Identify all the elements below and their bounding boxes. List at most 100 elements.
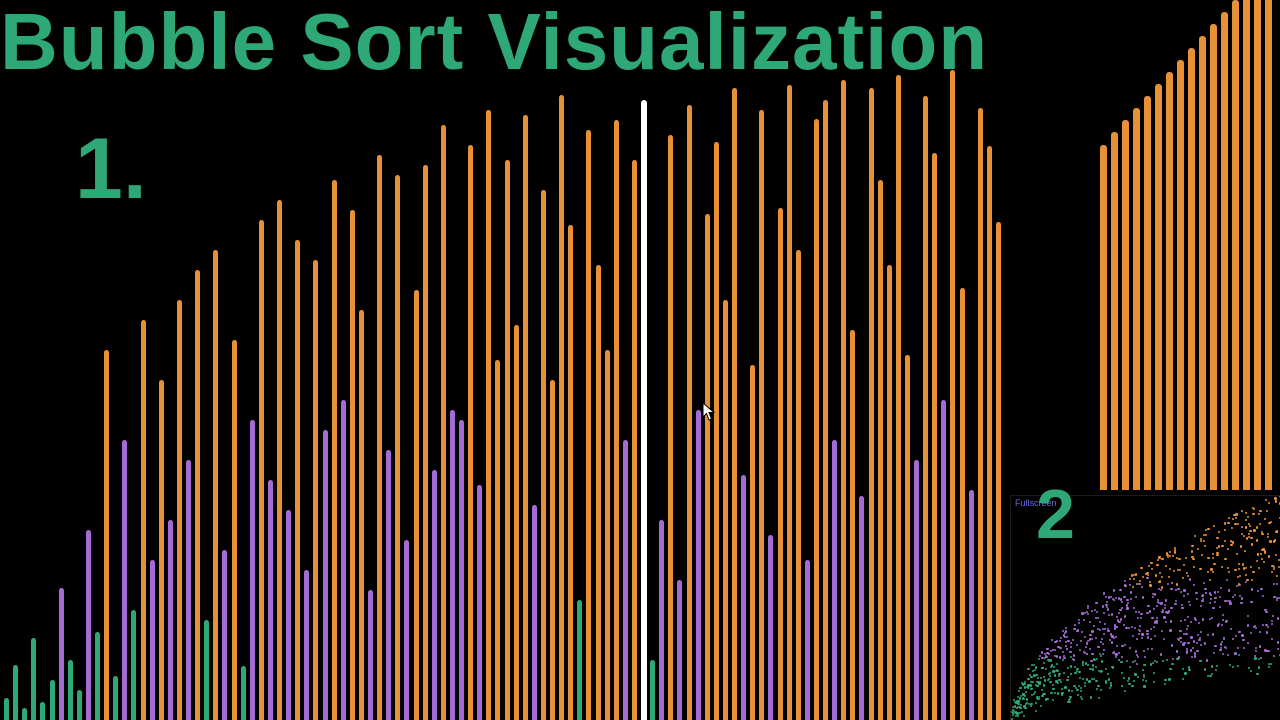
- scatter-dot: [1216, 537, 1218, 539]
- scatter-dot: [1143, 650, 1145, 652]
- scatter-dot: [1063, 672, 1065, 674]
- scatter-dot: [1126, 607, 1128, 609]
- scatter-dot: [1239, 575, 1241, 577]
- scatter-dot: [1121, 656, 1123, 658]
- scatter-dot: [1061, 688, 1063, 690]
- sort-bar: [741, 475, 746, 720]
- scatter-dot: [1256, 526, 1258, 528]
- scatter-dot: [1155, 574, 1157, 576]
- scatter-dot: [1255, 647, 1257, 649]
- scatter-dot: [1154, 635, 1156, 637]
- scatter-dot: [1267, 533, 1269, 535]
- scatter-dot: [1272, 615, 1274, 617]
- scatter-dot: [1150, 628, 1152, 630]
- scatter-dot: [1204, 545, 1206, 547]
- sort-bar: [268, 480, 273, 720]
- scatter-dot: [1151, 617, 1153, 619]
- scatter-dot: [1125, 585, 1127, 587]
- scatter-dot: [1210, 594, 1212, 596]
- scatter-dot: [1053, 666, 1055, 668]
- scatter-dot: [1080, 687, 1082, 689]
- scatter-dot: [1212, 633, 1214, 635]
- scatter-dot: [1232, 596, 1234, 598]
- scatter-dot: [1147, 574, 1149, 576]
- scatter-dot: [1147, 648, 1149, 650]
- sort-bar: [896, 75, 901, 720]
- scatter-dot: [1119, 609, 1121, 611]
- sort-bar: [350, 210, 355, 720]
- scatter-dot: [1175, 600, 1177, 602]
- sort-bar: [559, 95, 564, 720]
- scatter-dot: [1259, 510, 1261, 512]
- scatter-dot: [1236, 553, 1238, 555]
- scatter-dot: [1168, 678, 1170, 680]
- scatter-dot: [1232, 638, 1234, 640]
- scatter-dot: [1153, 626, 1155, 628]
- sort-bar: [705, 214, 710, 720]
- scatter-dot: [1069, 701, 1071, 703]
- sort-bar: [550, 380, 555, 720]
- scatter-dot: [1197, 548, 1199, 550]
- scatter-dot: [1165, 621, 1167, 623]
- sort-bar: [450, 410, 455, 720]
- scatter-dot: [1258, 666, 1260, 668]
- scatter-dot: [1060, 681, 1062, 683]
- scatter-dot: [1147, 636, 1149, 638]
- scatter-dot: [1093, 625, 1095, 627]
- scatter-dot: [1273, 583, 1275, 585]
- scatter-dot: [1089, 648, 1091, 650]
- scatter-dot: [1276, 599, 1278, 601]
- scatter-dot: [1190, 649, 1192, 651]
- scatter-dot: [1121, 607, 1123, 609]
- scatter-dot: [1035, 710, 1037, 712]
- visualization-stage: Bubble Sort Visualization 1. Fullscreen …: [0, 0, 1280, 720]
- scatter-dot: [1143, 685, 1145, 687]
- scatter-dot: [1268, 666, 1270, 668]
- scatter-dot: [1218, 545, 1220, 547]
- scatter-dot: [1097, 617, 1099, 619]
- scatter-dot: [1227, 654, 1229, 656]
- sort-bar: [286, 510, 291, 720]
- scatter-dot: [1189, 604, 1191, 606]
- sort-bar: [960, 288, 965, 720]
- scatter-dot: [1130, 591, 1132, 593]
- scatter-dot: [1150, 562, 1152, 564]
- scatter-dot: [1188, 669, 1190, 671]
- sort-bar: [168, 520, 173, 720]
- sort-bar: [605, 350, 610, 720]
- sort-bar: [987, 146, 992, 720]
- sort-bar: [241, 666, 246, 720]
- scatter-dot: [1164, 679, 1166, 681]
- scatter-dot: [1134, 673, 1136, 675]
- scatter-dot: [1161, 558, 1163, 560]
- sort-bar: [941, 400, 946, 720]
- scatter-dot: [1115, 636, 1117, 638]
- scatter-dot: [1268, 502, 1270, 504]
- sort-bar: [969, 490, 974, 720]
- sort-bar: [1232, 0, 1239, 490]
- sort-bar: [568, 225, 573, 720]
- scatter-dot: [1052, 699, 1054, 701]
- scatter-dot: [1034, 691, 1036, 693]
- scatter-dot: [1054, 674, 1056, 676]
- scatter-dot: [1194, 535, 1196, 537]
- page-title: Bubble Sort Visualization: [0, 0, 988, 88]
- scatter-dot: [1255, 650, 1257, 652]
- sort-bar: [13, 665, 18, 720]
- scatter-dot: [1018, 690, 1020, 692]
- sort-bar: [150, 560, 155, 720]
- scatter-dot: [1078, 671, 1080, 673]
- scatter-dot: [1245, 574, 1247, 576]
- sort-bar: [1221, 12, 1228, 490]
- sort-bar: [304, 570, 309, 720]
- scatter-dot: [1219, 649, 1221, 651]
- scatter-dot: [1247, 615, 1249, 617]
- scatter-dot: [1133, 607, 1135, 609]
- sort-bar: [923, 96, 928, 720]
- scatter-dot: [1129, 647, 1131, 649]
- scatter-dot: [1074, 672, 1076, 674]
- scatter-dot: [1196, 592, 1198, 594]
- scatter-dot: [1050, 659, 1052, 661]
- scatter-dot: [1219, 596, 1221, 598]
- scatter-dot: [1199, 639, 1201, 641]
